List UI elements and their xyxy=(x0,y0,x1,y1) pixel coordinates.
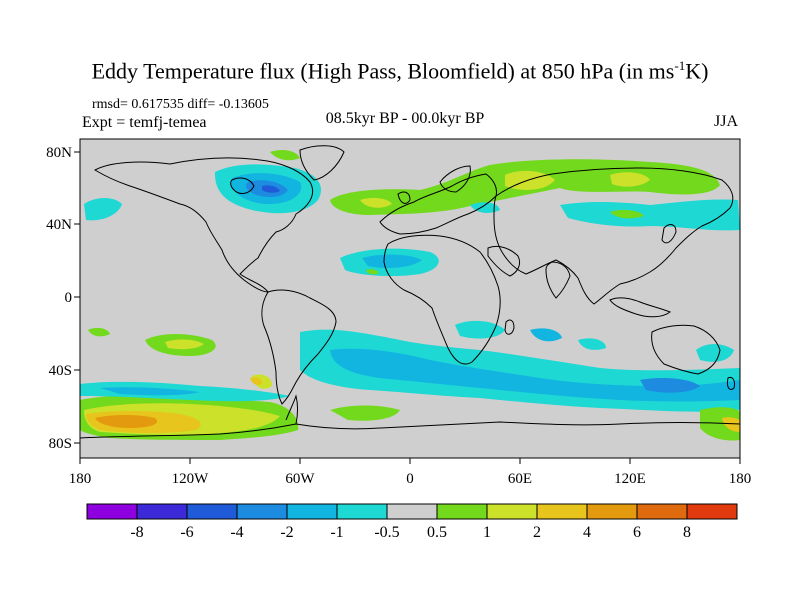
colorbar-box xyxy=(86,503,138,520)
field-patch xyxy=(100,387,200,396)
lat-label: 40S xyxy=(49,363,72,379)
lon-label: 60W xyxy=(285,471,315,487)
field-patch xyxy=(95,415,158,428)
field-patch xyxy=(470,202,500,213)
field-patch xyxy=(165,339,204,350)
map-title: Eddy Temperature flux (High Pass, Bloomf… xyxy=(91,58,709,84)
colorbar-box xyxy=(486,503,538,520)
coast-japan xyxy=(661,224,677,244)
field-patch xyxy=(250,377,262,385)
coast-indonesia xyxy=(609,297,672,318)
coastlines xyxy=(80,145,740,439)
colorbar-box xyxy=(186,503,238,520)
flux-field xyxy=(80,150,740,441)
coast-asia xyxy=(493,167,734,305)
field-patch xyxy=(722,417,740,432)
coast-scandinavia xyxy=(439,165,471,193)
coast-new-zealand xyxy=(727,377,735,391)
colorbar-box xyxy=(436,503,488,520)
colorbar-label: 4 xyxy=(583,524,591,541)
coast-madagascar xyxy=(504,319,515,335)
colorbar-box xyxy=(686,503,738,520)
field-patch xyxy=(610,209,644,219)
field-patch xyxy=(330,348,740,402)
lat-axis-labels: 80N 40N 0 40S 80S xyxy=(46,145,72,452)
colorbar-box xyxy=(386,503,438,520)
field-patch xyxy=(700,407,740,441)
field-patch xyxy=(262,185,280,193)
axis-ticks xyxy=(74,151,741,464)
colorbar-label: 1 xyxy=(483,524,491,541)
coast-hudson-bay xyxy=(230,177,255,194)
colorbar-label: -1 xyxy=(330,524,343,541)
colorbar-label: 0.5 xyxy=(427,524,447,541)
colorbar-label: 8 xyxy=(683,524,691,541)
lon-label: 120E xyxy=(614,471,646,487)
lon-label: 120W xyxy=(172,471,210,487)
coast-india xyxy=(545,261,571,299)
colorbar-box xyxy=(586,503,638,520)
lon-label: 0 xyxy=(406,471,414,487)
colorbar-box xyxy=(236,503,288,520)
field-patch xyxy=(360,197,392,208)
colorbar-label: -8 xyxy=(130,524,143,541)
field-patch xyxy=(330,405,400,421)
coast-uk xyxy=(397,191,411,204)
field-patch xyxy=(84,198,122,221)
colorbar-label: -6 xyxy=(180,524,193,541)
period-label: 08.5kyr BP - 00.0kyr BP xyxy=(325,110,485,127)
stats-label: rmsd= 0.617535 diff= -0.13605 xyxy=(92,97,269,112)
colorbar-box xyxy=(286,503,338,520)
lat-label: 40N xyxy=(46,217,72,233)
field-patch xyxy=(366,269,379,275)
field-patch xyxy=(362,254,422,268)
field-patch xyxy=(610,172,650,187)
colorbar-box xyxy=(136,503,188,520)
lat-label: 80S xyxy=(49,436,72,452)
lon-label: 180 xyxy=(69,471,92,487)
coast-australia xyxy=(651,324,721,375)
colorbar: -8 -6 -4 -2 -1 -0.5 0.5 1 2 4 6 8 xyxy=(86,503,738,541)
colorbar-box xyxy=(536,503,588,520)
lon-label: 60E xyxy=(508,471,532,487)
colorbar-box xyxy=(636,503,688,520)
field-patch xyxy=(640,378,700,393)
lon-label: 180 xyxy=(729,471,752,487)
coast-north-america xyxy=(93,157,314,293)
colorbar-label: 6 xyxy=(633,524,641,541)
colorbar-label: -0.5 xyxy=(374,524,399,541)
experiment-label: Expt = temfj-temea xyxy=(82,114,207,131)
colorbar-label: 2 xyxy=(533,524,541,541)
colorbar-label: -4 xyxy=(230,524,243,541)
coast-greenland xyxy=(299,145,345,181)
coast-south-america xyxy=(261,289,337,405)
field-patch xyxy=(270,150,300,161)
field-patch xyxy=(88,327,110,337)
lat-label: 0 xyxy=(65,290,73,306)
colorbar-box xyxy=(336,503,388,520)
coast-africa xyxy=(383,234,501,365)
field-patch xyxy=(560,199,740,231)
coast-antarctic-peninsula xyxy=(285,394,298,425)
coast-antarctica xyxy=(80,421,740,439)
field-patch xyxy=(696,344,734,362)
colorbar-label: -2 xyxy=(280,524,293,541)
lon-axis-labels: 180 120W 60W 0 60E 120E 180 xyxy=(69,471,752,487)
field-patch xyxy=(578,338,606,350)
coast-arabia xyxy=(487,245,521,277)
lat-label: 80N xyxy=(46,145,72,161)
season-label: JJA xyxy=(714,113,739,130)
field-patch xyxy=(530,328,562,342)
